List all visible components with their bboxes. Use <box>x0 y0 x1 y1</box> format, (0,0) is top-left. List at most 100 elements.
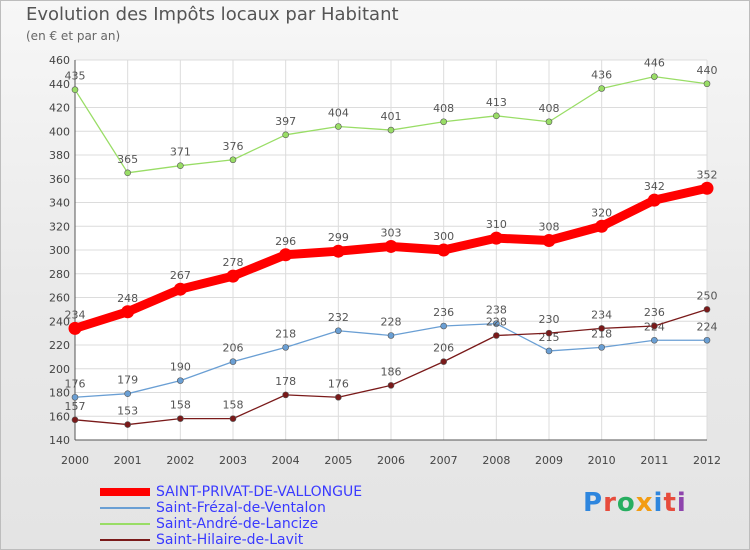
data-label: 190 <box>170 361 191 374</box>
legend-label: Saint-André-de-Lancize <box>156 516 319 532</box>
data-label: 308 <box>539 221 560 234</box>
data-label: 230 <box>539 313 560 326</box>
x-tick-label: 2012 <box>693 454 721 467</box>
data-point <box>335 327 342 335</box>
x-tick-label: 2000 <box>61 454 89 467</box>
data-point <box>71 416 79 424</box>
data-point <box>542 234 556 247</box>
data-point <box>598 325 605 332</box>
data-point <box>703 80 711 88</box>
data-label: 179 <box>117 374 138 387</box>
logo-letter: o <box>616 488 636 518</box>
data-label: 446 <box>644 57 665 70</box>
data-point <box>440 118 447 126</box>
data-label: 320 <box>591 206 612 219</box>
data-label: 413 <box>486 96 507 109</box>
data-point <box>282 344 289 351</box>
logo-letter: r <box>603 488 617 518</box>
data-label: 401 <box>381 110 402 123</box>
data-point <box>124 169 131 177</box>
data-point <box>440 358 447 365</box>
data-label: 206 <box>433 342 454 355</box>
data-label: 310 <box>486 218 507 231</box>
data-label: 215 <box>539 331 560 344</box>
data-point <box>700 181 714 195</box>
data-point <box>387 332 395 339</box>
data-label: 153 <box>117 405 138 418</box>
y-tick-label: 260 <box>49 292 70 305</box>
data-point <box>493 112 500 120</box>
x-tick-label: 2003 <box>219 454 247 467</box>
data-point <box>598 344 605 351</box>
data-label: 397 <box>275 115 296 128</box>
data-point <box>229 156 237 164</box>
y-tick-label: 380 <box>49 149 70 162</box>
data-label: 435 <box>65 70 86 83</box>
data-point <box>493 320 500 327</box>
data-label: 408 <box>539 102 560 115</box>
y-tick-label: 160 <box>49 410 70 423</box>
x-tick-label: 2002 <box>166 454 194 467</box>
logo-letter: t <box>663 488 677 518</box>
data-point <box>173 282 187 296</box>
data-label: 296 <box>275 235 296 248</box>
data-point <box>68 321 82 335</box>
x-tick-label: 2010 <box>588 454 616 467</box>
x-tick-label: 2008 <box>482 454 510 467</box>
x-tick-label: 2006 <box>377 454 405 467</box>
data-point <box>651 73 658 80</box>
data-label: 342 <box>644 180 665 193</box>
data-point <box>387 126 395 134</box>
data-point <box>226 269 240 283</box>
legend-label: SAINT-PRIVAT-DE-VALLONGUE <box>156 484 363 500</box>
data-point <box>703 306 711 313</box>
y-tick-label: 140 <box>49 434 70 447</box>
data-point <box>282 391 289 399</box>
data-label: 158 <box>170 399 191 412</box>
legend-label: Saint-Frézal-de-Ventalon <box>156 500 326 516</box>
data-point <box>387 382 395 389</box>
data-point <box>703 336 711 344</box>
data-point <box>651 322 658 330</box>
data-label: 303 <box>381 226 402 239</box>
y-tick-label: 300 <box>49 244 70 257</box>
logo-letter: i <box>653 488 664 518</box>
data-point <box>121 305 135 319</box>
x-tick-label: 2001 <box>114 454 142 467</box>
legend-swatch <box>100 523 150 525</box>
proxiti-logo: Proxiti <box>583 488 687 518</box>
data-point <box>651 336 658 344</box>
data-label: 158 <box>223 399 244 412</box>
data-point <box>489 231 503 245</box>
data-label: 371 <box>170 146 191 159</box>
data-label: 248 <box>117 292 138 305</box>
data-point <box>545 118 553 126</box>
data-point <box>124 390 131 397</box>
legend-swatch <box>100 507 150 509</box>
data-point <box>279 248 293 262</box>
y-tick-label: 440 <box>49 78 70 91</box>
data-label: 232 <box>328 311 349 324</box>
x-tick-label: 2007 <box>430 454 458 467</box>
data-label: 218 <box>591 327 612 340</box>
x-tick-label: 2011 <box>640 454 668 467</box>
legend-swatch <box>100 539 150 541</box>
data-point <box>335 393 342 401</box>
data-label: 300 <box>433 230 454 243</box>
data-point <box>71 393 79 401</box>
data-point <box>437 243 451 257</box>
data-label: 178 <box>275 375 296 388</box>
data-label: 234 <box>591 308 612 321</box>
y-tick-label: 200 <box>49 363 70 376</box>
data-label: 404 <box>328 107 349 120</box>
y-tick-label: 400 <box>49 125 70 138</box>
data-point <box>595 219 609 233</box>
chart-subtitle: (en € et par an) <box>26 29 121 43</box>
data-point <box>493 332 500 339</box>
data-point <box>177 415 184 422</box>
data-label: 236 <box>644 306 665 319</box>
logo-letter: P <box>583 488 604 518</box>
y-tick-label: 180 <box>49 387 70 400</box>
legend-label: Saint-Hilaire-de-Lavit <box>156 532 304 548</box>
